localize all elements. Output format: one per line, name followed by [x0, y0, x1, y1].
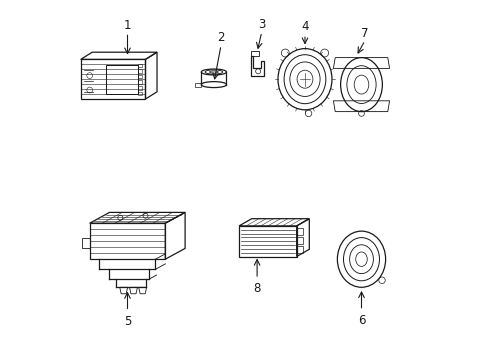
Text: 8: 8 — [253, 282, 260, 295]
Text: 6: 6 — [357, 314, 365, 327]
Text: 3: 3 — [258, 18, 265, 31]
Text: 4: 4 — [301, 21, 308, 33]
Text: 2: 2 — [217, 31, 224, 44]
Text: 5: 5 — [123, 315, 131, 328]
Text: 1: 1 — [123, 19, 131, 32]
Text: 7: 7 — [361, 27, 368, 40]
